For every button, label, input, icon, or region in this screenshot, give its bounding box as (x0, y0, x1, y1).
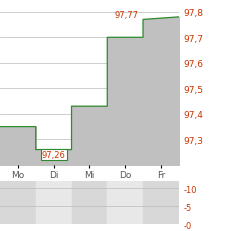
Bar (36, 181, 72, 224)
Bar (72, 181, 107, 224)
Bar (143, 181, 179, 224)
Bar (0, 181, 36, 224)
Text: 97,26: 97,26 (42, 150, 66, 159)
Bar (107, 181, 143, 224)
Text: 97,77: 97,77 (114, 11, 138, 20)
